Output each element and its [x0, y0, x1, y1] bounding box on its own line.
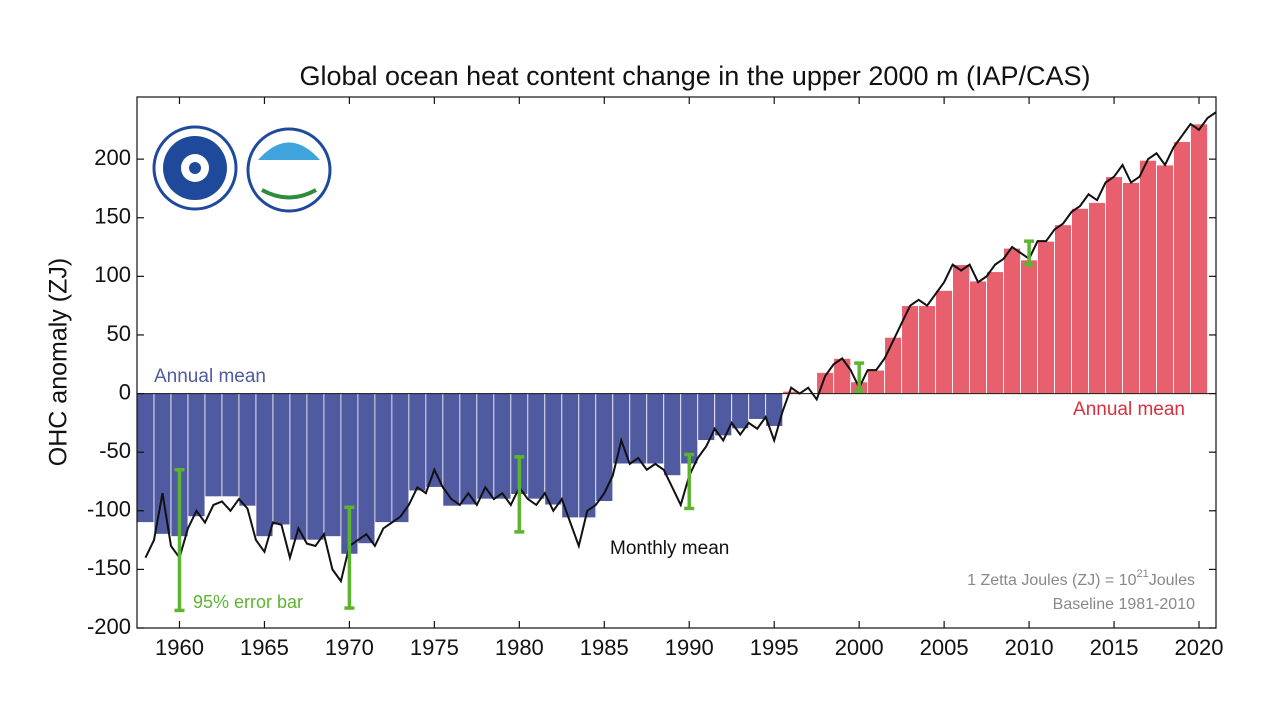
y-tick-label: 200 — [94, 145, 131, 170]
bar — [1037, 240, 1055, 394]
x-tick-label: 1985 — [580, 635, 629, 660]
bar — [935, 290, 954, 394]
plot-frame — [136, 96, 1217, 629]
bar — [1088, 202, 1106, 394]
monthly-line — [144, 111, 1216, 584]
y-tick-label: 150 — [94, 204, 131, 229]
bar — [374, 393, 393, 523]
bar — [459, 393, 478, 506]
bar — [153, 393, 172, 535]
bar — [969, 280, 988, 394]
y-tick-label: -200 — [87, 614, 131, 639]
bar — [612, 393, 631, 465]
y-tick-label: -50 — [99, 438, 131, 463]
bar — [561, 393, 580, 519]
error-bar — [1024, 239, 1035, 267]
bar — [1122, 182, 1140, 394]
chart-title: Global ocean heat content change in the … — [299, 61, 1090, 91]
iap-logo — [246, 127, 332, 213]
y-tick-label: -150 — [87, 555, 131, 580]
bar — [1173, 141, 1191, 394]
bar — [1003, 247, 1021, 394]
bar — [748, 393, 767, 420]
x-tick-label: 2000 — [835, 635, 884, 660]
bar — [731, 393, 750, 430]
error-bar — [684, 452, 695, 511]
bar — [306, 393, 325, 541]
bar — [1139, 159, 1157, 394]
bar — [204, 393, 223, 498]
bar — [646, 393, 665, 465]
x-tick-label: 1960 — [155, 635, 204, 660]
unit-note-part: 1 Zetta Joules (ZJ) = 10 — [967, 572, 1137, 589]
unit-note: 1 Zetta Joules (ZJ) = 1021Joules — [967, 568, 1195, 589]
error-bar — [514, 455, 525, 534]
y-axis-label: OHC anomaly (ZJ) — [45, 258, 73, 466]
error-bar — [344, 505, 355, 610]
bar — [187, 393, 206, 518]
x-tick-label: 2015 — [1090, 635, 1139, 660]
bar — [1105, 176, 1123, 394]
x-tick-label: 1990 — [665, 635, 714, 660]
annotation: Annual mean — [154, 366, 266, 387]
y-tick-label: -100 — [87, 497, 131, 522]
bar — [221, 393, 240, 498]
bar — [952, 264, 971, 394]
bar — [476, 393, 495, 500]
bar — [238, 393, 257, 507]
cas-logo-center — [189, 162, 201, 174]
bar — [137, 393, 155, 523]
x-tick-label: 2005 — [920, 635, 969, 660]
bar — [272, 393, 291, 526]
bar — [884, 336, 903, 394]
iap-logo-sky — [258, 142, 320, 160]
bar — [544, 393, 563, 506]
bar — [323, 393, 342, 537]
x-tick-label: 1980 — [495, 635, 544, 660]
unit-note-part: 21 — [1137, 568, 1149, 580]
y-tick-label: 100 — [94, 262, 131, 287]
bar — [663, 393, 682, 477]
bar — [391, 393, 410, 523]
bar — [527, 393, 546, 500]
bar — [1190, 123, 1208, 394]
unit-note-part: Joules — [1149, 572, 1195, 589]
iap-logo-wave — [261, 188, 317, 200]
bar — [408, 393, 427, 492]
bar — [1020, 259, 1038, 394]
bar — [595, 393, 614, 502]
bar — [289, 393, 308, 541]
bar — [986, 271, 1004, 394]
bar — [1156, 164, 1174, 394]
bar — [357, 393, 376, 545]
y-tick-label: 50 — [107, 321, 131, 346]
baseline-note: Baseline 1981-2010 — [1053, 596, 1195, 613]
logos — [152, 125, 332, 213]
bar — [425, 393, 444, 488]
bar — [255, 393, 274, 537]
annotation: Annual mean — [1073, 399, 1185, 420]
annotation: 95% error bar — [193, 592, 303, 612]
x-tick-label: 1970 — [325, 635, 374, 660]
plot-area — [137, 111, 1216, 613]
x-tick-label: 2010 — [1005, 635, 1054, 660]
x-tick-label: 1995 — [750, 635, 799, 660]
bar — [629, 393, 648, 465]
bar — [1054, 224, 1072, 394]
bar — [918, 305, 937, 394]
annotation: Monthly mean — [610, 538, 729, 559]
error-bar — [174, 468, 185, 613]
x-tick-label: 2020 — [1175, 635, 1224, 660]
x-tick-label: 1975 — [410, 635, 459, 660]
bar — [1071, 207, 1089, 394]
y-tick-label: 0 — [119, 379, 131, 404]
bar — [493, 393, 512, 500]
bar — [867, 369, 886, 394]
x-tick-label: 1965 — [240, 635, 289, 660]
bar — [578, 393, 597, 519]
error-bar — [854, 361, 865, 393]
